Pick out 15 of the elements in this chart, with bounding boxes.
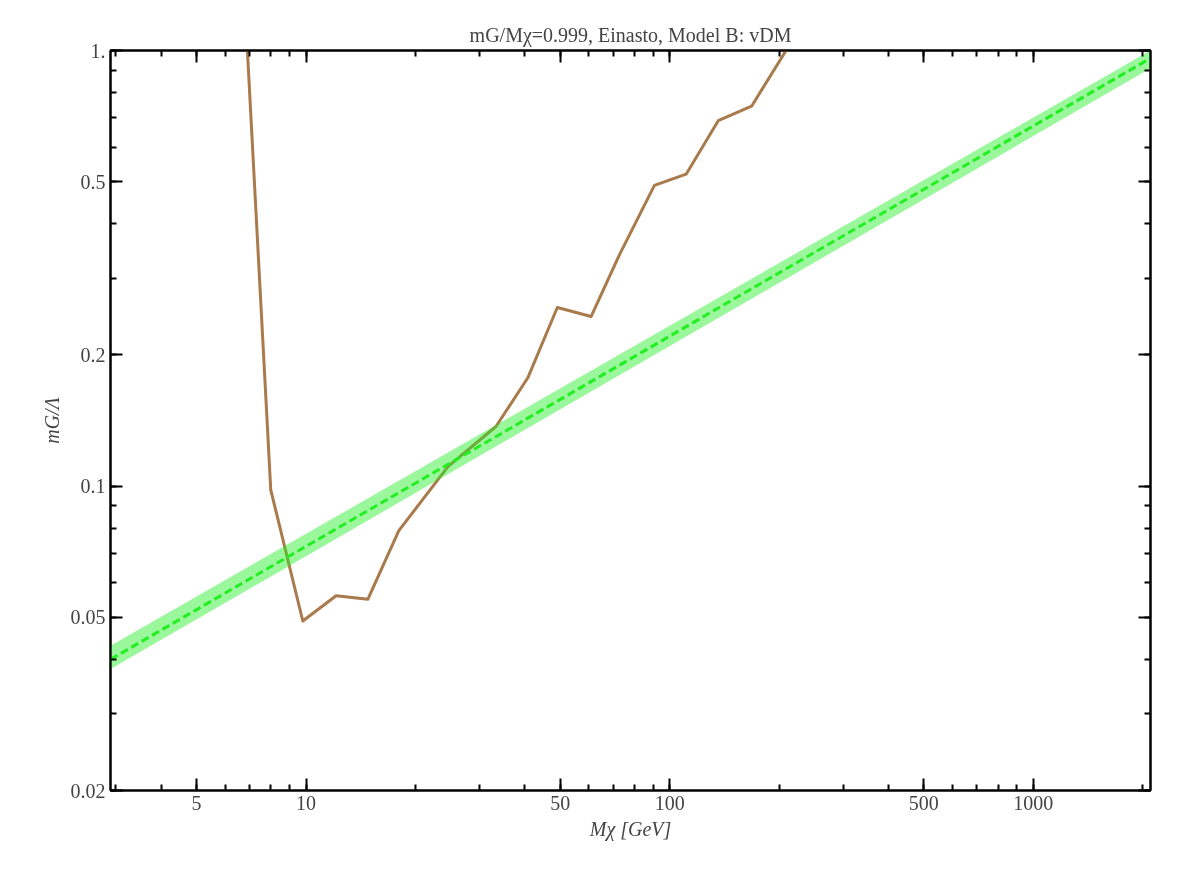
y-axis-title: mG/Λ — [40, 397, 63, 444]
y-tick-label: 0.02 — [70, 779, 106, 802]
chart-title: mG/Mχ=0.999, Einasto, Model B: vDM — [469, 23, 792, 47]
x-tick-label: 100 — [654, 791, 685, 814]
x-tick-label: 1000 — [1013, 791, 1054, 814]
y-tick-label: 1. — [90, 39, 106, 62]
y-tick-label: 0.2 — [80, 343, 106, 366]
y-tick-label: 0.05 — [70, 606, 106, 629]
y-tick-label: 0.5 — [80, 170, 106, 193]
x-tick-label: 10 — [296, 791, 316, 814]
x-axis-title: Mχ [GeV] — [588, 817, 672, 841]
x-tick-label: 500 — [908, 791, 939, 814]
x-tick-label: 5 — [191, 791, 202, 814]
x-tick-label: 50 — [550, 791, 571, 814]
y-tick-label: 0.1 — [80, 475, 106, 498]
